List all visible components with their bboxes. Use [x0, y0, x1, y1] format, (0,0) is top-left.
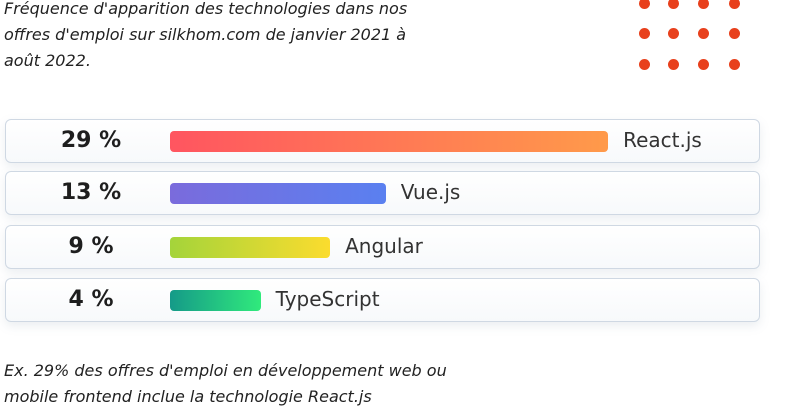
- percent-label: 29 %: [60, 128, 122, 153]
- decorative-dot: [698, 28, 709, 39]
- percent-label: 9 %: [68, 234, 114, 259]
- percent-label: 13 %: [60, 180, 122, 205]
- bar-row: 4 % TypeScript: [5, 278, 760, 322]
- decorative-dot: [639, 28, 650, 39]
- bar-row: 9 % Angular: [5, 225, 760, 269]
- decorative-dot: [729, 59, 740, 70]
- bar: [170, 290, 261, 311]
- decorative-dot: [668, 0, 679, 9]
- bar: [170, 131, 609, 152]
- category-label: React.js: [623, 128, 702, 152]
- decorative-dot: [639, 59, 650, 70]
- decorative-dot: [639, 0, 650, 9]
- footnote: Ex. 29% des offres d'emploi en développe…: [4, 361, 447, 406]
- bar-row: 13 % Vue.js: [5, 171, 760, 215]
- decorative-dot: [668, 59, 679, 70]
- decorative-dot: [698, 0, 709, 9]
- category-label: Vue.js: [400, 180, 461, 204]
- decorative-dot: [668, 28, 679, 39]
- intro-text: Fréquence d'apparition des technologies …: [4, 0, 408, 70]
- bar: [170, 183, 386, 204]
- percent-label: 4 %: [68, 287, 114, 312]
- category-label: TypeScript: [275, 287, 380, 311]
- decorative-dot: [729, 0, 740, 9]
- bar: [170, 237, 331, 258]
- decorative-dot: [729, 28, 740, 39]
- bar-row: 29 % React.js: [5, 119, 760, 163]
- category-label: Angular: [345, 234, 423, 258]
- decorative-dot: [698, 59, 709, 70]
